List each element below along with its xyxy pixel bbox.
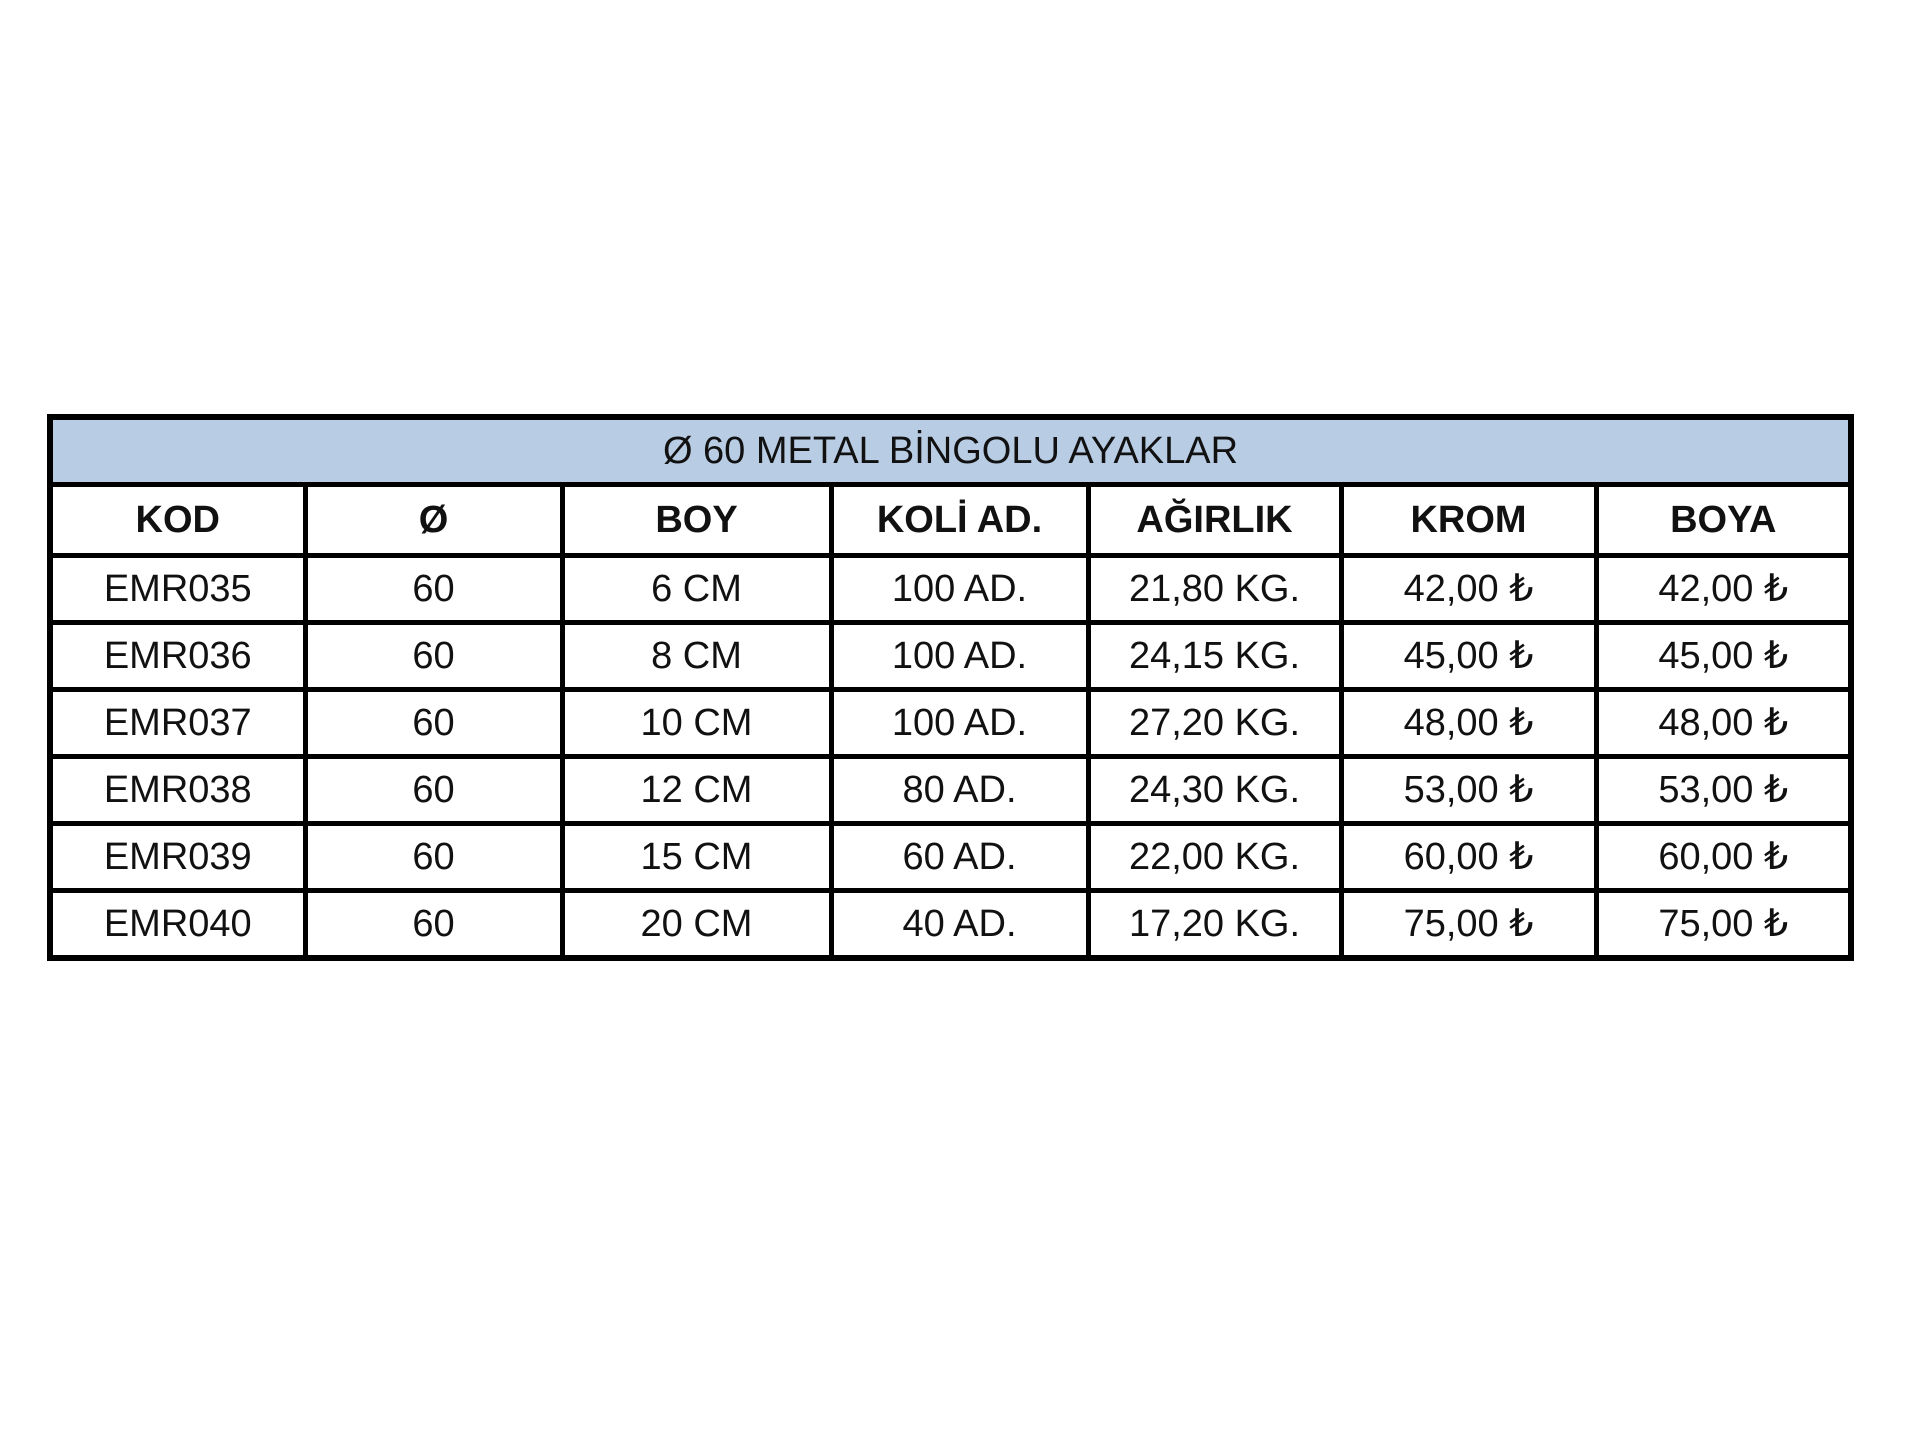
- table-title: Ø 60 METAL BİNGOLU AYAKLAR: [47, 414, 1854, 487]
- table-cell: 8 CM: [559, 620, 834, 692]
- table-cell: 75,00 ₺: [1338, 888, 1599, 961]
- table-row: EMR040 60 20 CM 40 AD. 17,20 KG. 75,00 ₺ 75,00…: [47, 888, 1854, 961]
- column-header: AĞIRLIK: [1085, 482, 1344, 558]
- table-cell: 21,80 KG.: [1085, 553, 1344, 625]
- table-cell: 22,00 KG.: [1085, 821, 1344, 893]
- table-cell: 100 AD.: [828, 687, 1091, 759]
- table-cell: EMR038: [47, 754, 308, 826]
- table-cell: EMR035: [47, 553, 308, 625]
- table-row: EMR037 60 10 CM 100 AD. 27,20 KG. 48,00 ₺ 48,0…: [47, 687, 1854, 759]
- column-header: Ø: [302, 482, 565, 558]
- table-cell: 53,00 ₺: [1338, 754, 1599, 826]
- table-cell: 60,00 ₺: [1338, 821, 1599, 893]
- table-cell: 80 AD.: [828, 754, 1091, 826]
- table-row: EMR036 60 8 CM 100 AD. 24,15 KG. 45,00 ₺ 45,00…: [47, 620, 1854, 692]
- table-cell: EMR036: [47, 620, 308, 692]
- table-cell: 24,15 KG.: [1085, 620, 1344, 692]
- table-cell: 45,00 ₺: [1338, 620, 1599, 692]
- table-cell: 42,00 ₺: [1338, 553, 1599, 625]
- table-cell: 48,00 ₺: [1338, 687, 1599, 759]
- table-cell: 15 CM: [559, 821, 834, 893]
- header-row: KOD Ø BOY KOLİ AD. AĞIRLIK KROM BOYA: [47, 482, 1854, 558]
- table-row: EMR038 60 12 CM 80 AD. 24,30 KG. 53,00 ₺ 53,00…: [47, 754, 1854, 826]
- column-header: KROM: [1338, 482, 1599, 558]
- table-cell: 100 AD.: [828, 620, 1091, 692]
- table-cell: 60: [302, 620, 565, 692]
- column-header: KOD: [47, 482, 308, 558]
- table-cell: 60: [302, 754, 565, 826]
- table-title-row: Ø 60 METAL BİNGOLU AYAKLAR: [47, 414, 1854, 487]
- table-cell: 6 CM: [559, 553, 834, 625]
- price-table: Ø 60 METAL BİNGOLU AYAKLAR KOD Ø BOY KOLİ A…: [47, 414, 1855, 961]
- table-cell: 60 AD.: [828, 821, 1091, 893]
- column-header: KOLİ AD.: [828, 482, 1091, 558]
- table-cell: EMR037: [47, 687, 308, 759]
- column-header: BOY: [559, 482, 834, 558]
- table-cell: 75,00 ₺: [1593, 888, 1854, 961]
- table-cell: 27,20 KG.: [1085, 687, 1344, 759]
- table-cell: 100 AD.: [828, 553, 1091, 625]
- table-cell: 53,00 ₺: [1593, 754, 1854, 826]
- table-cell: 42,00 ₺: [1593, 553, 1854, 625]
- table-cell: 20 CM: [559, 888, 834, 961]
- table-cell: 17,20 KG.: [1085, 888, 1344, 961]
- table-cell: 45,00 ₺: [1593, 620, 1854, 692]
- table-cell: 60: [302, 687, 565, 759]
- table-cell: 60,00 ₺: [1593, 821, 1854, 893]
- table-cell: 60: [302, 553, 565, 625]
- table-row: EMR039 60 15 CM 60 AD. 22,00 KG. 60,00 ₺ 60,00…: [47, 821, 1854, 893]
- table-cell: EMR040: [47, 888, 308, 961]
- table-cell: 60: [302, 821, 565, 893]
- table-cell: 48,00 ₺: [1593, 687, 1854, 759]
- table-cell: 60: [302, 888, 565, 961]
- table-cell: 10 CM: [559, 687, 834, 759]
- table-row: EMR035 60 6 CM 100 AD. 21,80 KG. 42,00 ₺ 42,00…: [47, 553, 1854, 625]
- table-cell: 40 AD.: [828, 888, 1091, 961]
- column-header: BOYA: [1593, 482, 1854, 558]
- table-cell: EMR039: [47, 821, 308, 893]
- table-cell: 24,30 KG.: [1085, 754, 1344, 826]
- table-cell: 12 CM: [559, 754, 834, 826]
